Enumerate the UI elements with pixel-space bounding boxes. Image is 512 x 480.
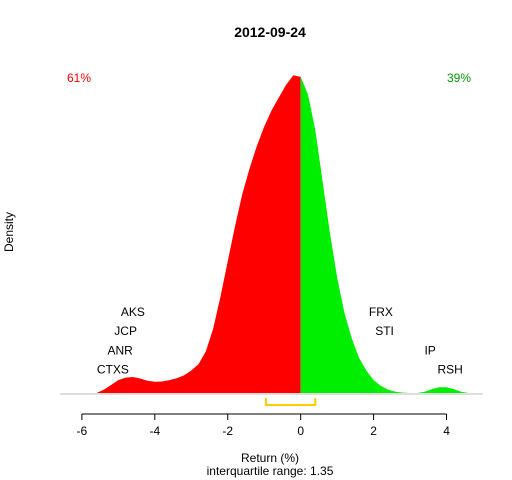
ticker-label: AKS — [121, 305, 145, 319]
density-right-area — [300, 76, 469, 393]
plot-area — [96, 75, 469, 394]
x-axis-label: Return (%) — [241, 451, 299, 465]
left-percentage: 61% — [67, 71, 91, 85]
x-tick-label: -4 — [149, 424, 160, 438]
right-percentage: 39% — [447, 71, 471, 85]
chart-title: 2012-09-24 — [234, 24, 306, 40]
iqr-bracket-line — [265, 398, 317, 406]
density-left-area — [96, 75, 301, 394]
iqr-subtitle: interquartile range: 1.35 — [207, 464, 334, 478]
x-tick-label: -2 — [222, 424, 233, 438]
x-tick-label: 4 — [443, 424, 450, 438]
x-tick-label: 2 — [370, 424, 377, 438]
ticker-label: ANR — [107, 343, 133, 357]
interquartile-bracket — [265, 398, 317, 406]
ticker-label: IP — [424, 343, 435, 357]
ticker-label: CTXS — [97, 363, 129, 377]
y-axis-label: Density — [2, 212, 16, 252]
x-tick-label: -6 — [77, 424, 88, 438]
ticker-label: RSH — [438, 363, 463, 377]
ticker-label: JCP — [114, 324, 137, 338]
x-tick-label: 0 — [297, 424, 304, 438]
x-axis: -6 -4 -2 0 2 4 — [77, 413, 450, 438]
ticker-label: FRX — [369, 305, 393, 319]
ticker-label: STI — [375, 324, 394, 338]
